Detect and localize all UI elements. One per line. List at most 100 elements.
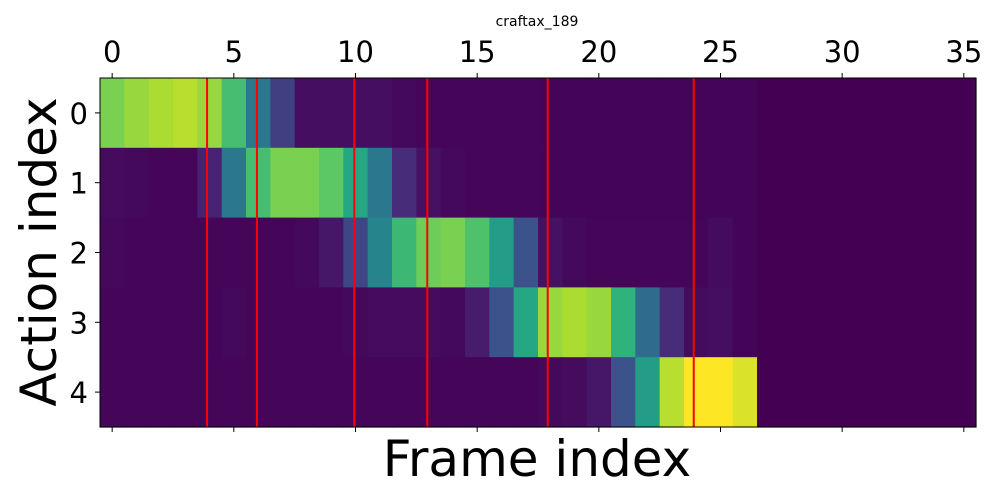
heatmap-cell-r2-c24	[684, 217, 709, 288]
y-tick-label-4: 4	[70, 376, 88, 410]
heatmap-cell-r4-c25	[708, 357, 734, 428]
heatmap-cell-r0-c6	[246, 78, 271, 149]
heatmap-cells	[100, 78, 977, 428]
heatmap-cell-r2-c22	[635, 217, 661, 288]
heatmap-cell-r0-c11	[367, 78, 393, 149]
heatmap-cell-r3-c13	[416, 287, 442, 358]
heatmap-cell-r0-c8	[294, 78, 320, 149]
heatmap-cell-r4-c9	[319, 357, 344, 428]
heatmap-cell-r3-c23	[659, 287, 685, 358]
heatmap-cell-r2-c25	[708, 217, 734, 288]
heatmap-cell-r0-c23	[659, 78, 685, 149]
heatmap-cell-r0-c29	[805, 78, 831, 149]
heatmap-cell-r2-c32	[878, 217, 904, 288]
heatmap-cell-r1-c22	[635, 147, 661, 219]
heatmap-cell-r1-c20	[586, 147, 612, 219]
y-tick-label-2: 2	[70, 237, 88, 271]
heatmap-cell-r0-c34	[927, 78, 953, 149]
heatmap-cell-r3-c6	[246, 287, 271, 358]
heatmap-cell-r3-c25	[708, 287, 734, 358]
heatmap-cell-r2-c33	[903, 217, 928, 288]
heatmap-cell-r3-c26	[732, 287, 758, 358]
heatmap-cell-r1-c30	[830, 147, 855, 219]
heatmap-cell-r4-c33	[903, 357, 928, 428]
heatmap-cell-r1-c31	[854, 147, 880, 219]
heatmap-cell-r4-c4	[197, 357, 223, 428]
y-tick-label-3: 3	[70, 306, 88, 340]
heatmap-cell-r0-c28	[781, 78, 807, 149]
heatmap-cell-r0-c4	[197, 78, 223, 149]
y-tick-label-1: 1	[70, 167, 88, 201]
heatmap-cell-r4-c26	[732, 357, 758, 428]
heatmap-cell-r1-c26	[732, 147, 758, 219]
heatmap-cell-r2-c14	[440, 217, 466, 288]
heatmap-cell-r0-c18	[538, 78, 563, 149]
heatmap-cell-r3-c34	[927, 287, 953, 358]
heatmap-cell-r4-c13	[416, 357, 442, 428]
heatmap-cell-r1-c8	[294, 147, 320, 219]
heatmap-cell-r1-c3	[173, 147, 198, 219]
heatmap-cell-r1-c28	[781, 147, 807, 219]
heatmap-cell-r1-c9	[319, 147, 344, 219]
heatmap-cell-r4-c34	[927, 357, 953, 428]
heatmap-cell-r3-c18	[538, 287, 563, 358]
heatmap-cell-r1-c18	[538, 147, 563, 219]
heatmap-cell-r0-c9	[319, 78, 344, 149]
heatmap-cell-r0-c0	[100, 78, 125, 149]
heatmap-cell-r1-c29	[805, 147, 831, 219]
chart-title: craftax_189	[496, 14, 579, 30]
heatmap-cell-r3-c12	[392, 287, 417, 358]
x-tick-label-20: 20	[580, 35, 617, 69]
heatmap-cell-r3-c10	[343, 287, 369, 358]
heatmap-cell-r4-c32	[878, 357, 904, 428]
heatmap-cell-r4-c23	[659, 357, 685, 428]
x-tick-label-15: 15	[459, 35, 496, 69]
heatmap-cell-r4-c11	[367, 357, 393, 428]
heatmap-cell-r2-c11	[367, 217, 393, 288]
heatmap-cell-r3-c7	[270, 287, 296, 358]
heatmap-cell-r3-c30	[830, 287, 855, 358]
heatmap-cell-r2-c26	[732, 217, 758, 288]
heatmap-cell-r4-c35	[951, 357, 977, 428]
x-tick-label-10: 10	[337, 35, 374, 69]
heatmap-cell-r4-c7	[270, 357, 296, 428]
heatmap-cell-r2-c27	[757, 217, 782, 288]
heatmap-cell-r0-c15	[465, 78, 490, 149]
heatmap-cell-r4-c29	[805, 357, 831, 428]
heatmap-cell-r4-c22	[635, 357, 661, 428]
heatmap-cell-r2-c6	[246, 217, 271, 288]
heatmap-cell-r0-c21	[611, 78, 636, 149]
heatmap-cell-r3-c19	[562, 287, 588, 358]
heatmap-cell-r2-c16	[489, 217, 515, 288]
x-tick-label-5: 5	[225, 35, 243, 69]
heatmap-cell-r2-c21	[611, 217, 636, 288]
heatmap-cell-r1-c35	[951, 147, 977, 219]
heatmap-cell-r3-c8	[294, 287, 320, 358]
heatmap-cell-r0-c32	[878, 78, 904, 149]
heatmap-cell-r3-c5	[221, 287, 247, 358]
heatmap-cell-r2-c10	[343, 217, 369, 288]
y-axis-ticks: 0 1 2 3 4	[70, 97, 100, 410]
heatmap-cell-r4-c0	[100, 357, 125, 428]
heatmap-cell-r2-c23	[659, 217, 685, 288]
heatmap-cell-r3-c32	[878, 287, 904, 358]
heatmap-cell-r1-c5	[221, 147, 247, 219]
heatmap-cell-r4-c30	[830, 357, 855, 428]
heatmap-cell-r3-c3	[173, 287, 198, 358]
heatmap-cell-r3-c20	[586, 287, 612, 358]
heatmap-cell-r1-c27	[757, 147, 782, 219]
heatmap-cell-r1-c10	[343, 147, 369, 219]
heatmap-cell-r2-c1	[124, 217, 150, 288]
heatmap-cell-r2-c19	[562, 217, 588, 288]
heatmap-cell-r1-c34	[927, 147, 953, 219]
heatmap-cell-r1-c33	[903, 147, 928, 219]
heatmap-cell-r3-c33	[903, 287, 928, 358]
heatmap-cell-r2-c18	[538, 217, 563, 288]
heatmap-cell-r2-c8	[294, 217, 320, 288]
heatmap-cell-r4-c18	[538, 357, 563, 428]
heatmap-cell-r0-c24	[684, 78, 709, 149]
frame-boundary-lines	[206, 78, 695, 427]
heatmap-cell-r1-c25	[708, 147, 734, 219]
heatmap-cell-r1-c0	[100, 147, 125, 219]
heatmap-cell-r4-c5	[221, 357, 247, 428]
